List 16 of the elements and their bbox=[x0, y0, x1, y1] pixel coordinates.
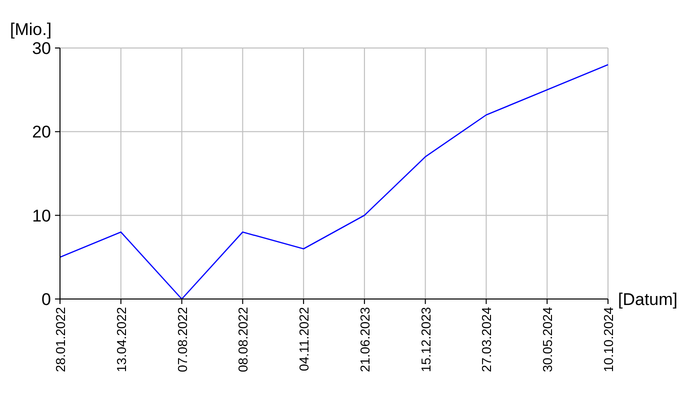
x-tick-label: 10.10.2024 bbox=[601, 307, 616, 372]
x-tick-label: 21.06.2023 bbox=[357, 307, 372, 372]
x-tick-label: 13.04.2022 bbox=[114, 307, 129, 372]
x-tick-label: 04.11.2022 bbox=[296, 307, 312, 372]
y-tick-label: 30 bbox=[32, 38, 51, 58]
y-tick-label: 20 bbox=[32, 122, 51, 142]
x-tick-label: 27.03.2024 bbox=[479, 307, 494, 372]
y-tick-label: 10 bbox=[32, 206, 51, 226]
x-tick-label: 15.12.2023 bbox=[418, 307, 434, 372]
x-tick-label: 30.05.2024 bbox=[540, 307, 556, 372]
x-axis-title: [Datum] bbox=[618, 290, 678, 309]
y-tick-label: 0 bbox=[42, 290, 51, 309]
x-tick-label: 08.08.2022 bbox=[236, 307, 251, 372]
y-axis-title: [Mio.] bbox=[10, 20, 52, 39]
x-tick-label: 28.01.2022 bbox=[53, 307, 68, 372]
x-tick-label: 07.08.2022 bbox=[174, 307, 190, 372]
